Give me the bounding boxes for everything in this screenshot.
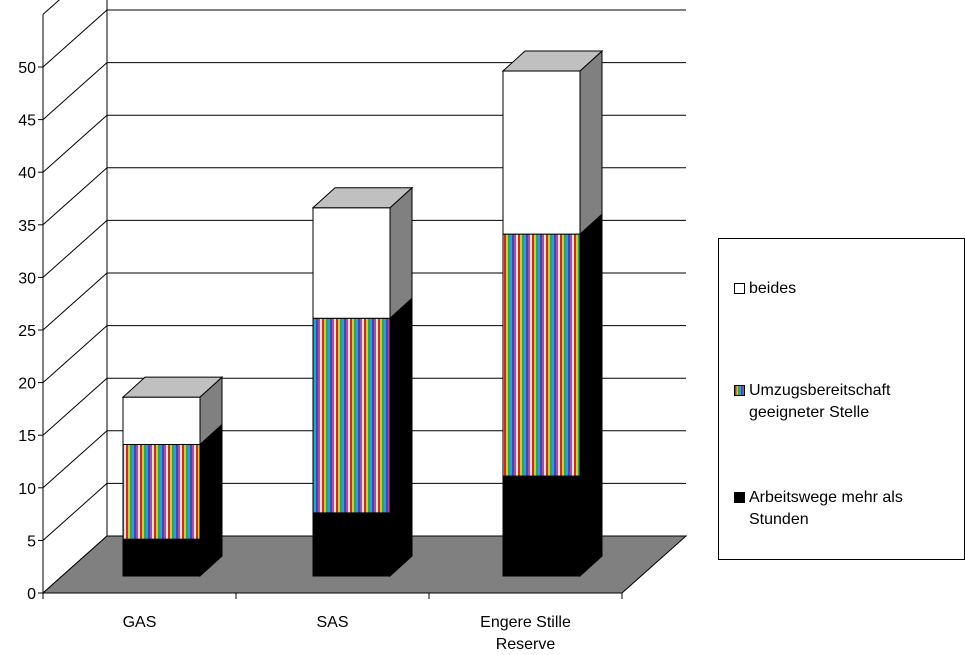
gridline-diagonal (42, 272, 108, 331)
y-tick-label: 45 (18, 113, 36, 130)
bar-stack (501, 49, 604, 578)
legend-swatch-striped (734, 385, 745, 396)
gridline-diagonal (42, 0, 60, 15)
y-tick-label: 20 (18, 376, 36, 393)
legend-item-beides: beides (734, 278, 954, 300)
bar-top (501, 50, 604, 72)
gridline-diagonal (42, 430, 108, 489)
gridline-diagonal (42, 377, 108, 436)
bar-segment (502, 475, 581, 577)
bar-segment-side (579, 49, 603, 236)
gridline-diagonal (42, 9, 108, 68)
bar-stack (121, 376, 224, 578)
legend-swatch-black (734, 492, 745, 503)
bar-segment-side (389, 297, 413, 515)
bar-top (311, 187, 414, 209)
bar-segment-side (579, 454, 603, 578)
bar-top (121, 376, 224, 398)
y-tick-label: 35 (18, 218, 36, 235)
legend-item-arbeitswege: Arbeitswege mehr als Stunden (734, 487, 954, 531)
y-tick-label: 50 (18, 60, 36, 77)
bars (121, 49, 604, 578)
bar-segment (312, 207, 391, 319)
legend-label: beides (749, 280, 797, 297)
gridline-diagonal (42, 114, 108, 173)
y-tick-label: 5 (27, 533, 36, 550)
bar-segment (502, 70, 581, 235)
bar-segment-side (579, 212, 603, 478)
gridline-diagonal (42, 325, 108, 383)
chart-legend: beides Umzugsbereitschaft geeigneter Ste… (718, 238, 965, 560)
y-tick-label: 30 (18, 270, 36, 287)
gridline-diagonal (42, 220, 108, 278)
legend-item-umzugsbereitschaft: Umzugsbereitschaft geeigneter Stelle (734, 380, 954, 424)
legend-label: Umzugsbereitschaft geeigneter Stelle (749, 382, 891, 421)
gridline-diagonal (42, 62, 108, 120)
x-tick-label: GAS (123, 614, 157, 631)
y-tick-label: 0 (27, 586, 36, 603)
y-tick-label: 15 (18, 428, 36, 445)
bar-segment-side (389, 186, 413, 320)
bar-segment (122, 396, 201, 446)
bar-segment (122, 538, 201, 577)
legend-swatch-white (734, 283, 745, 294)
gridline-diagonal (42, 483, 108, 541)
bar-segment (312, 512, 391, 577)
axes: 0 5 10 15 20 25 30 35 40 45 50 GAS SAS Engere Stille R… (18, 14, 623, 653)
x-tick-label: SAS (316, 614, 348, 631)
x-tick-label: Engere Stille Reserve (480, 614, 571, 653)
bar-segment (502, 233, 581, 477)
y-tick-label: 10 (18, 481, 36, 498)
legend-label: Arbeitswege mehr als Stunden (749, 489, 903, 528)
y-tick-label: 25 (18, 323, 36, 340)
y-tick-label: 40 (18, 165, 36, 182)
bar-segment (122, 444, 201, 540)
bar-stack (311, 186, 414, 578)
bar-segment (312, 317, 391, 514)
gridline-diagonal (42, 167, 108, 226)
